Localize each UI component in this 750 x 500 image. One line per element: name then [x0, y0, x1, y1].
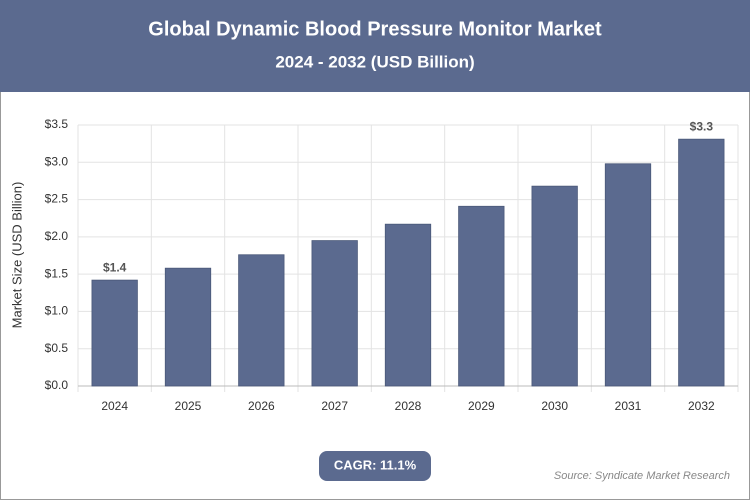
source-note: Source: Syndicate Market Research	[554, 470, 730, 482]
cagr-badge	[319, 451, 431, 481]
bar	[531, 185, 578, 387]
x-tick-label: 2031	[615, 399, 642, 413]
x-tick-label: 2030	[541, 399, 568, 413]
data-label: $1.4	[103, 260, 127, 274]
y-tick-label: $3.5	[45, 117, 69, 131]
x-tick-label: 2028	[395, 399, 422, 413]
x-tick-label: 2024	[101, 399, 128, 413]
x-tick-label: 2027	[321, 399, 348, 413]
y-tick-label: $3.0	[45, 154, 69, 168]
y-tick-label: $2.0	[45, 229, 69, 243]
cagr-text: CAGR: 11.1%	[334, 457, 417, 472]
y-axis-label: Market Size (USD Billion)	[9, 182, 24, 329]
y-tick-label: $0.5	[45, 341, 69, 355]
x-tick-label: 2029	[468, 399, 495, 413]
bar	[91, 279, 138, 387]
bar	[164, 267, 212, 387]
bar	[238, 254, 285, 387]
x-tick-label: 2025	[175, 399, 202, 413]
y-tick-label: $2.5	[45, 192, 69, 206]
data-label: $3.3	[690, 119, 714, 133]
bar	[384, 223, 432, 387]
y-tick-label: $1.5	[45, 266, 69, 280]
y-tick-label: $1.0	[45, 304, 69, 318]
x-tick-label: 2032	[688, 399, 715, 413]
bar	[678, 138, 725, 387]
header	[0, 0, 750, 92]
bar	[604, 163, 652, 387]
bar	[311, 240, 358, 387]
bar	[458, 205, 505, 387]
y-tick-label: $0.0	[45, 378, 69, 392]
chart-title: Global Dynamic Blood Pressure Monitor Ma…	[148, 18, 602, 40]
x-tick-label: 2026	[248, 399, 275, 413]
chart-subtitle: 2024 - 2032 (USD Billion)	[275, 52, 474, 71]
